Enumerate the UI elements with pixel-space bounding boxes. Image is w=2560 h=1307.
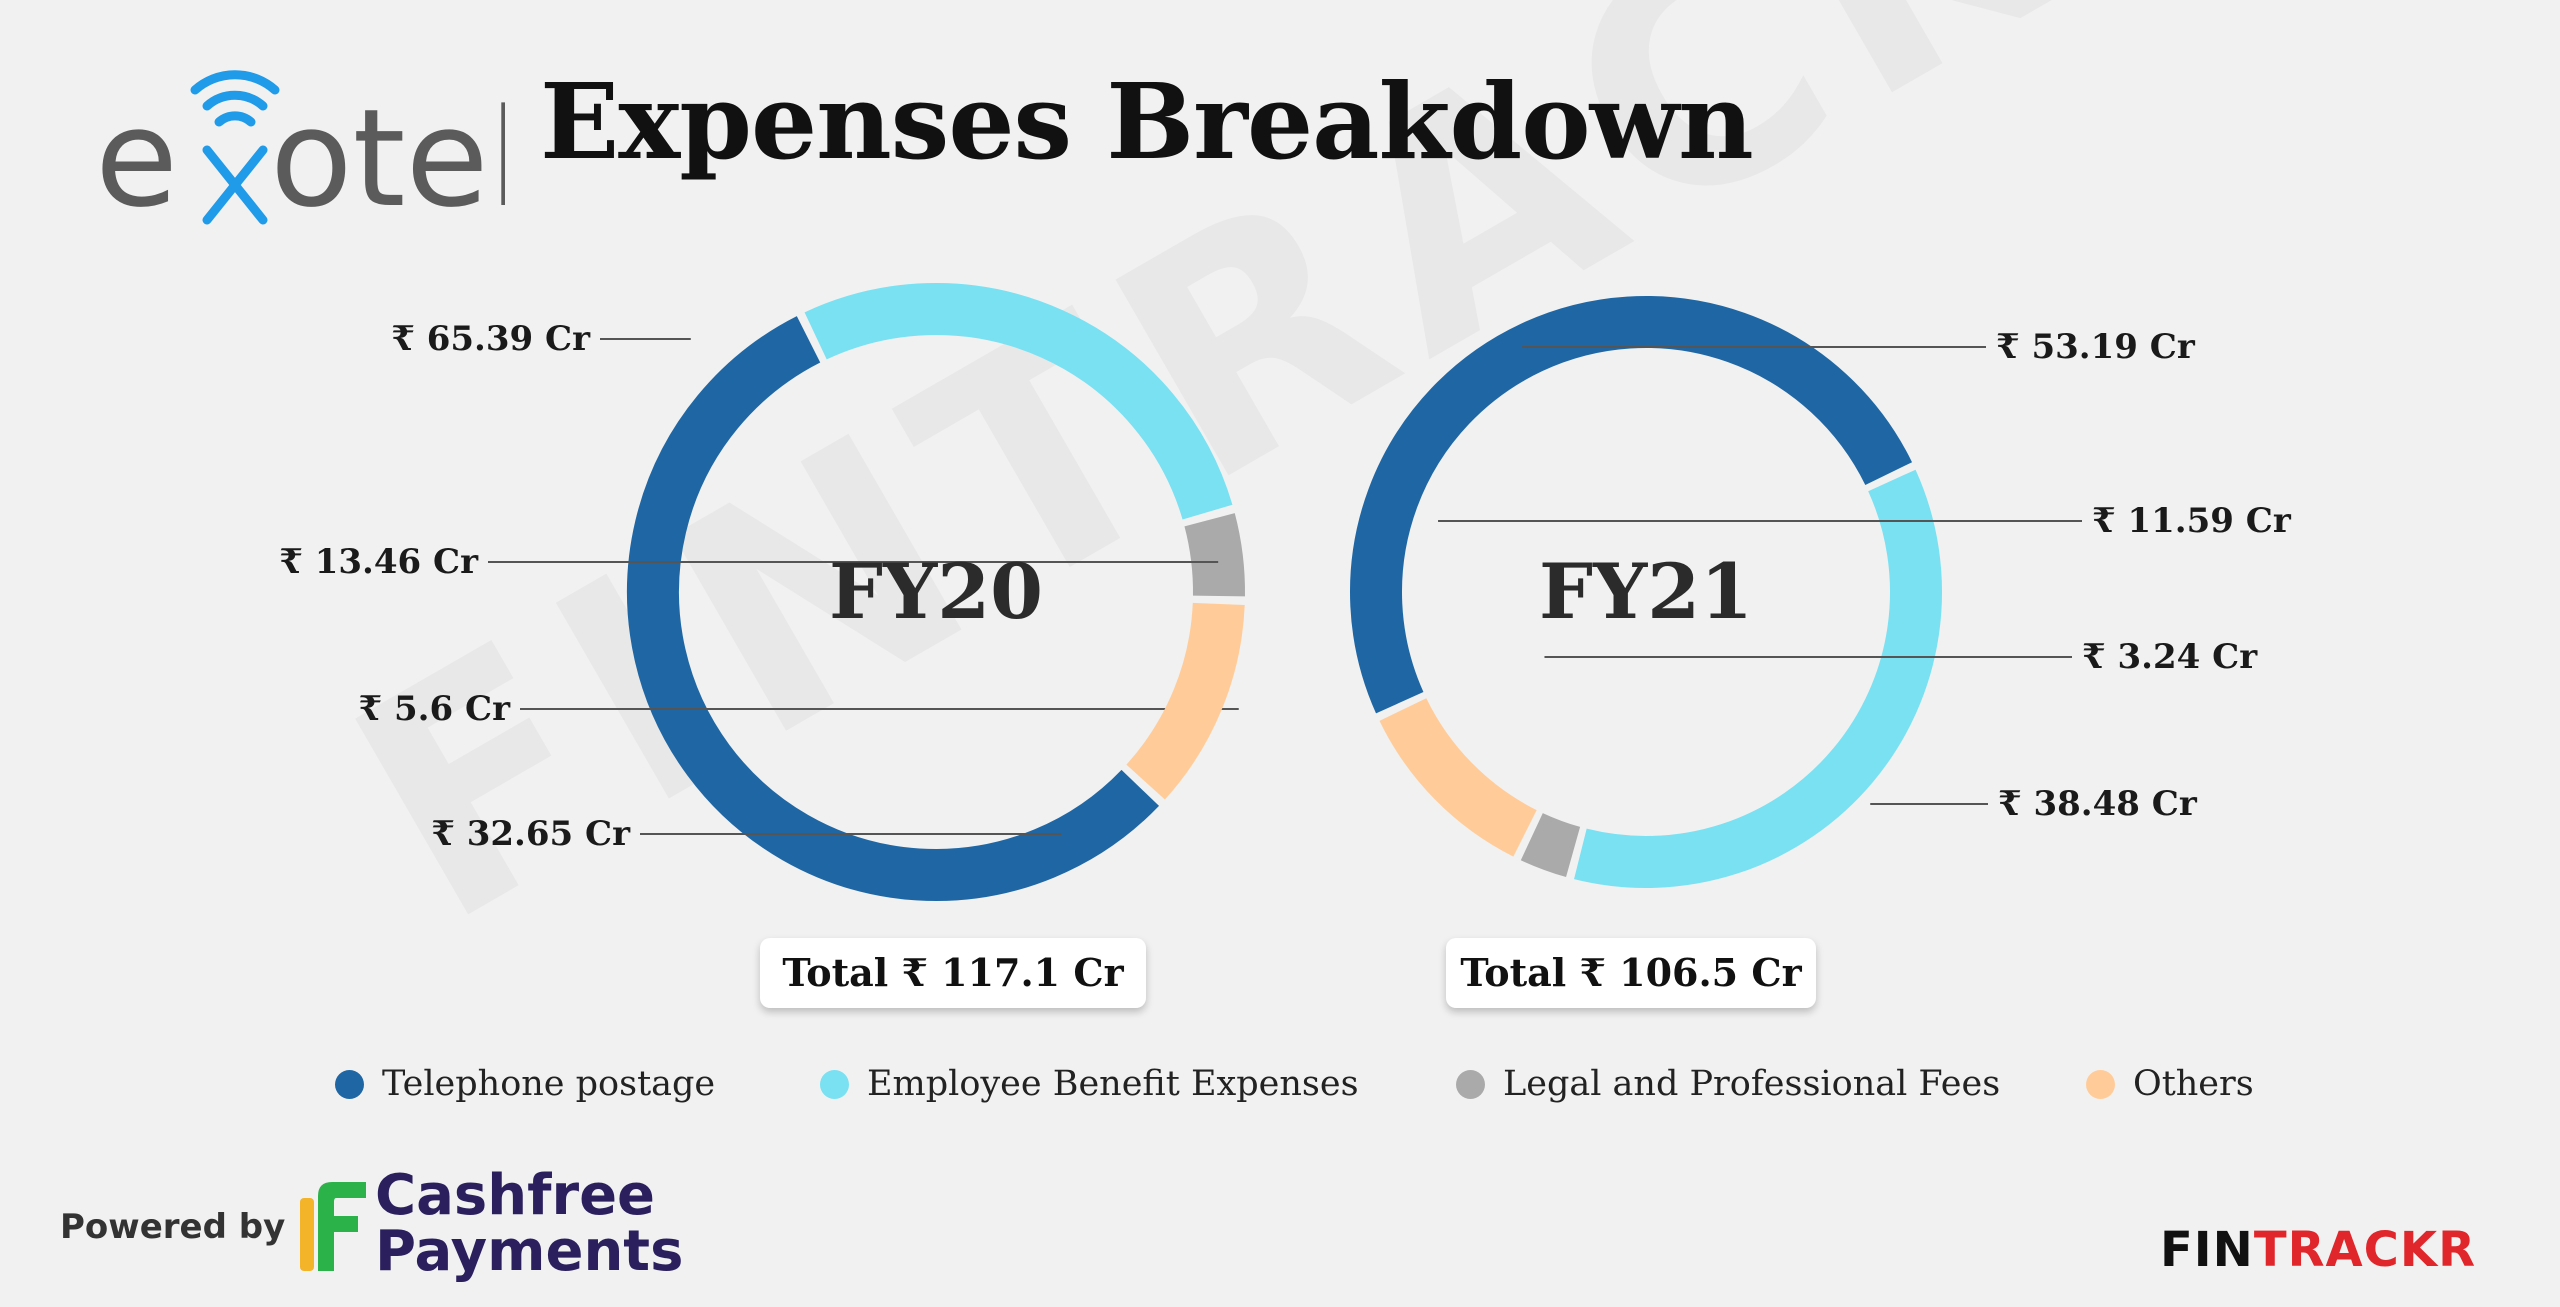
value-label: ₹ 5.6 Cr xyxy=(359,689,512,729)
legend-item-employee-benefit: Employee Benefit Expenses xyxy=(820,1064,1456,1104)
cashfree-logo-icon xyxy=(300,1182,366,1271)
legend-label: Legal and Professional Fees xyxy=(1503,1064,2001,1104)
legend-item-others: Others xyxy=(2086,1064,2254,1104)
center-label-fy21: FY21 xyxy=(1539,547,1753,636)
donut-segment-fy21-2 xyxy=(1520,812,1581,877)
cashfree-subname: Payments xyxy=(375,1219,684,1284)
fintrackr-trackr: TRACKR xyxy=(2253,1222,2477,1278)
legend: Telephone postage Employee Benefit Expen… xyxy=(335,1064,2254,1104)
fintrackr-logo: FINTRACKR xyxy=(2160,1222,2476,1278)
total-fy20: Total ₹ 117.1 Cr xyxy=(760,938,1146,1008)
value-label: ₹ 32.65 Cr xyxy=(431,814,631,854)
donut-segment-fy21-1 xyxy=(1574,469,1942,888)
donut-segment-fy20-1 xyxy=(804,283,1233,520)
cashfree-name: Cashfree xyxy=(375,1163,656,1228)
donut-chart-fy21: ₹ 53.19 Cr ₹ 38.48 Cr ₹ 3.24 Cr ₹ 11.59 Cr F… xyxy=(1350,296,2292,888)
center-label-fy20: FY20 xyxy=(829,547,1043,636)
value-label: ₹ 11.59 Cr xyxy=(2092,501,2292,541)
fintrackr-fin: FIN xyxy=(2160,1222,2254,1278)
legend-label: Others xyxy=(2133,1064,2254,1104)
donut-segment-fy21-0 xyxy=(1350,296,1913,714)
legend-dot xyxy=(2086,1069,2115,1099)
total-fy21: Total ₹ 106.5 Cr xyxy=(1446,938,1816,1008)
donut-segment-fy20-2 xyxy=(1184,513,1245,597)
svg-text:e: e xyxy=(95,80,178,230)
legend-dot xyxy=(820,1069,849,1099)
exotel-logo: e otel xyxy=(95,70,505,230)
svg-text:otel: otel xyxy=(270,80,505,230)
value-label: ₹ 3.24 Cr xyxy=(2082,637,2258,677)
value-label: ₹ 13.46 Cr xyxy=(279,542,479,582)
page-title: Expenses Breakdown xyxy=(540,60,1754,183)
powered-by-label: Powered by xyxy=(60,1207,286,1247)
donut-chart-fy20: ₹ 65.39 Cr ₹ 32.65 Cr ₹ 5.6 Cr ₹ 13.46 Cr FY… xyxy=(279,283,1245,901)
value-label: ₹ 53.19 Cr xyxy=(1996,327,2196,367)
value-label: ₹ 65.39 Cr xyxy=(391,319,591,359)
donut-segment-fy20-3 xyxy=(1126,602,1245,800)
donut-segment-fy21-3 xyxy=(1379,697,1538,857)
legend-dot xyxy=(335,1069,364,1099)
legend-label: Telephone postage xyxy=(382,1064,716,1104)
donut-segment-fy20-0 xyxy=(627,316,1159,901)
legend-item-legal-professional: Legal and Professional Fees xyxy=(1456,1064,2086,1104)
legend-label: Employee Benefit Expenses xyxy=(867,1064,1359,1104)
legend-item-telephone-postage: Telephone postage xyxy=(335,1064,820,1104)
value-label: ₹ 38.48 Cr xyxy=(1998,784,2198,824)
legend-dot xyxy=(1456,1069,1485,1099)
